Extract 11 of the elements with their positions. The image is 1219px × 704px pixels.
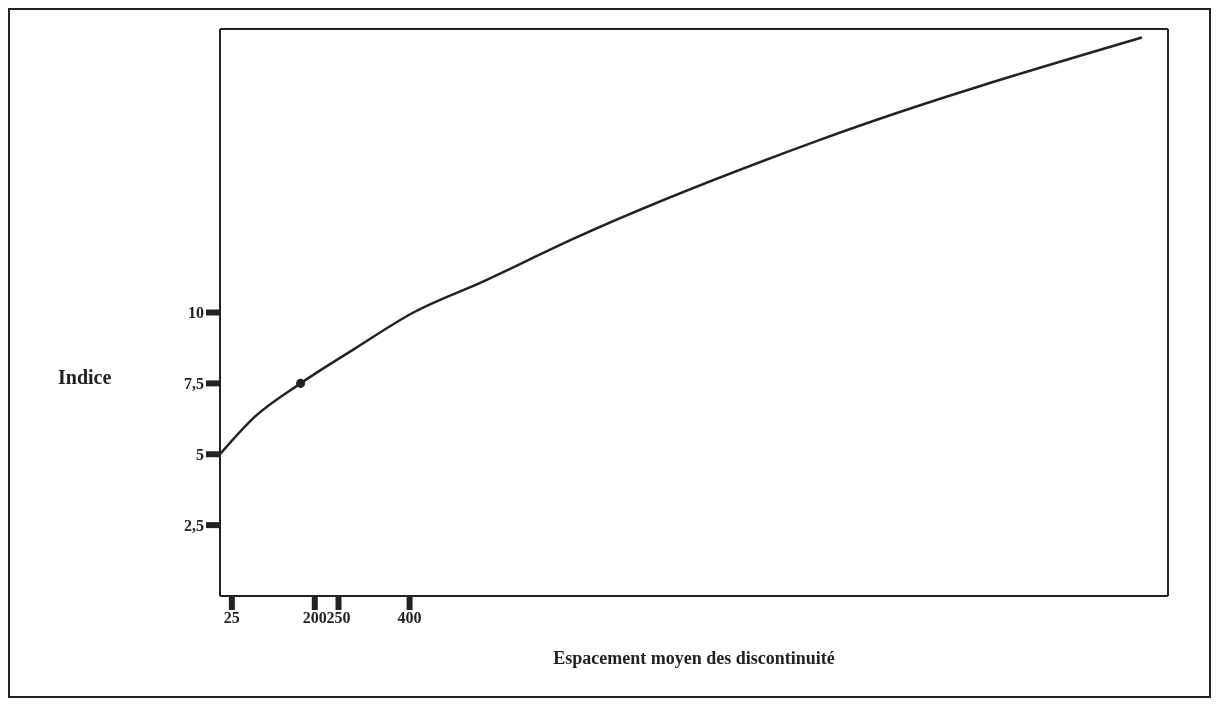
- outer-frame: Indice 25 200250 400 Espacement moyen des discontinuité 2,5 5 7,5 10: [8, 8, 1211, 698]
- x-tick-label: 25: [223, 609, 240, 627]
- x-tick-label: 400: [397, 609, 422, 627]
- y-tick-label: 7,5: [184, 375, 204, 393]
- y-tick-label: 2,5: [184, 516, 204, 534]
- y-tick-label: 5: [196, 445, 204, 463]
- x-tick-label: 250: [326, 609, 351, 627]
- x-tick-label: 200: [302, 609, 327, 627]
- x-axis-title: Espacement moyen des discontinuité: [553, 648, 835, 668]
- y-tick-label: 10: [188, 304, 204, 322]
- y-axis-title: Indice: [58, 366, 112, 389]
